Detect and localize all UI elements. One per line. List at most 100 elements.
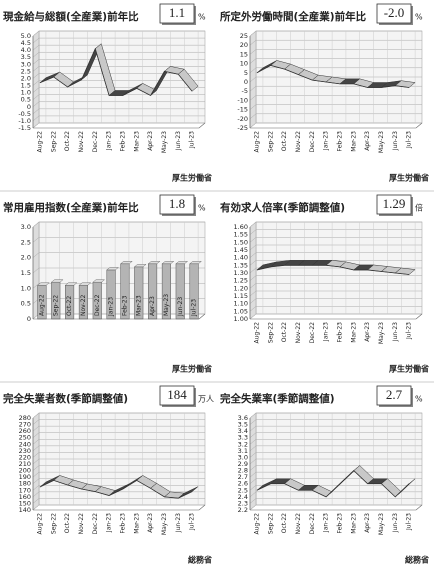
- x-tick-label: Aug-22: [253, 322, 260, 344]
- y-tick-label: 3.5: [21, 53, 31, 61]
- y-tick-label: 3.2: [238, 440, 248, 448]
- x-tick-label: May-23: [163, 294, 170, 316]
- x-tick-label: Nov-22: [78, 131, 85, 153]
- tick-mark: [249, 504, 257, 511]
- x-tick-label: Oct-22: [281, 513, 288, 533]
- x-axis-depth: [198, 504, 206, 511]
- headline-value: 1.1: [169, 5, 185, 20]
- y-tick-label: 0: [244, 78, 248, 86]
- bar-top: [120, 261, 133, 264]
- x-tick-label: Jun-23: [392, 131, 399, 151]
- tick-mark: [32, 425, 40, 432]
- x-tick-label: Sep-22: [52, 295, 59, 316]
- y-tick-label: 160: [19, 493, 31, 501]
- x-tick-label: Nov-22: [78, 513, 85, 535]
- tick-mark: [32, 66, 40, 72]
- y-tick-label: 3.0: [238, 453, 248, 461]
- x-tick-label: Nov-22: [80, 294, 87, 316]
- x-tick-label: Jun-23: [175, 513, 182, 533]
- tick-mark: [249, 491, 257, 498]
- source: 総務省: [188, 555, 212, 565]
- tick-mark: [32, 267, 40, 274]
- bar-top: [37, 282, 50, 286]
- line: [39, 47, 193, 96]
- x-tick-label: Dec-22: [92, 131, 99, 153]
- bar-top: [64, 282, 78, 286]
- y-tick-label: 20: [240, 41, 248, 49]
- panel-title: 完全失業者数(季節調整値): [3, 392, 128, 405]
- y-tick-label: -1.0: [18, 117, 31, 125]
- bar-top: [189, 261, 202, 264]
- x-tick-label: Sep-22: [267, 131, 274, 152]
- x-axis-depth: [415, 122, 423, 129]
- headline-value: 1.8: [169, 196, 185, 211]
- tick-mark: [249, 30, 257, 37]
- bar-top: [106, 267, 119, 271]
- tick-mark: [249, 58, 257, 64]
- tick-mark: [249, 104, 257, 110]
- tick-mark: [32, 252, 40, 258]
- tick-mark: [249, 95, 257, 101]
- x-tick-label: Mar-23: [135, 295, 142, 316]
- tick-mark: [249, 498, 257, 504]
- y-tick-label: 2.2: [238, 506, 248, 514]
- x-tick-label: Sep-22: [50, 513, 57, 534]
- tick-mark: [249, 260, 257, 266]
- x-tick-label: Apr-23: [364, 513, 371, 533]
- y-tick-label: 3.4: [238, 427, 248, 435]
- headline-box: [376, 385, 412, 406]
- y-tick-label: 1.40: [234, 254, 248, 262]
- tick-mark: [249, 419, 257, 425]
- source: 総務省: [405, 555, 429, 565]
- x-tick-label: Dec-22: [309, 322, 316, 344]
- tick-mark: [249, 237, 257, 243]
- x-tick-label: Apr-23: [147, 513, 154, 533]
- panel-title: 現金給与総額(全産業)前年比: [3, 10, 139, 23]
- y-tick-label: 190: [19, 473, 31, 481]
- y-tick-label: -10: [237, 96, 248, 104]
- x-tick-label: Mar-23: [133, 513, 140, 534]
- x-tick-label: Jul-23: [406, 131, 413, 149]
- panel-title: 完全失業率(季節調整値): [220, 392, 335, 405]
- tick-mark: [249, 432, 257, 438]
- x-tick-label: Dec-22: [309, 131, 316, 153]
- line: [39, 479, 193, 499]
- x-tick-label: Jun-23: [177, 297, 184, 317]
- y-tick-label: 4.5: [21, 39, 31, 47]
- tick-mark: [249, 40, 257, 46]
- bar-top: [50, 279, 64, 283]
- x-tick-label: Dec-22: [309, 513, 316, 535]
- y-tick-label: -15: [237, 106, 248, 114]
- tick-mark: [32, 452, 40, 458]
- headline-value: 184: [167, 387, 187, 402]
- tick-mark: [32, 419, 40, 425]
- tick-mark: [249, 244, 257, 251]
- headline-unit: %: [415, 13, 423, 22]
- x-tick-label: Oct-22: [281, 131, 288, 151]
- y-tick-label: 2.0: [21, 254, 31, 262]
- y-tick-label: 1.55: [234, 231, 248, 239]
- x-tick-label: Oct-22: [66, 296, 73, 316]
- tick-mark: [249, 229, 257, 235]
- y-tick-label: 1.50: [234, 238, 248, 246]
- headline-value: 2.7: [386, 387, 403, 402]
- tick-mark: [32, 73, 40, 79]
- x-tick-label: Feb-23: [119, 131, 126, 152]
- x-tick-label: Mar-23: [350, 131, 357, 152]
- source: 厚生労働省: [389, 173, 429, 183]
- y-tick-label: 10: [240, 60, 248, 68]
- tick-mark: [32, 445, 40, 452]
- y-tick-label: 250: [19, 434, 31, 442]
- headline-unit: 万人: [198, 395, 214, 404]
- y-tick-label: 140: [19, 506, 31, 514]
- tick-mark: [32, 485, 40, 491]
- y-tick-label: 2.8: [238, 467, 248, 475]
- headline-unit: 倍: [415, 203, 423, 213]
- tick-mark: [249, 485, 257, 491]
- x-tick-label: Aug-22: [36, 131, 43, 153]
- bar-top: [133, 264, 147, 268]
- tick-mark: [249, 290, 257, 297]
- tick-mark: [32, 94, 40, 100]
- y-tick-label: 1.20: [234, 284, 248, 292]
- y-tick-label: 3.5: [238, 421, 248, 429]
